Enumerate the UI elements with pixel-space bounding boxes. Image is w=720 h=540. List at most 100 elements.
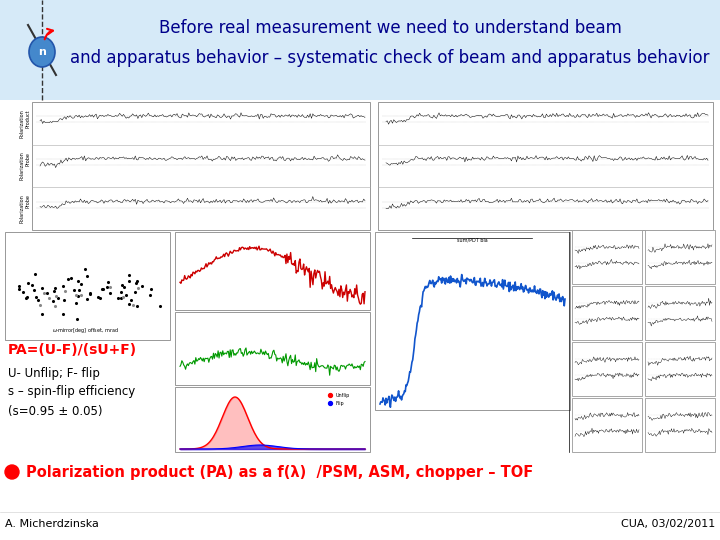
Text: Flip: Flip (336, 401, 345, 406)
Point (72, 277, 84, 286)
Point (123, 276, 135, 285)
Bar (32, 102, 370, 230)
Point (129, 288, 140, 296)
Point (81, 294, 93, 303)
Point (127, 301, 139, 309)
Point (20, 294, 32, 302)
Point (136, 281, 148, 290)
Text: Polarization
Probe: Polarization Probe (19, 152, 30, 180)
Text: n: n (38, 47, 46, 57)
Point (92, 293, 104, 302)
Point (76, 280, 87, 288)
Point (36, 284, 48, 292)
Point (27, 281, 38, 289)
Point (22, 278, 34, 287)
Point (65, 274, 76, 282)
Text: Before real measurement we need to understand beam: Before real measurement we need to under… (158, 19, 621, 37)
Point (84, 289, 96, 298)
Point (98, 285, 109, 293)
Point (41, 288, 53, 297)
Point (154, 301, 166, 310)
Point (96, 285, 107, 294)
Point (48, 287, 60, 295)
Text: A. Micherdzinska: A. Micherdzinska (5, 519, 99, 529)
Point (71, 315, 83, 323)
Point (131, 302, 143, 310)
Point (49, 301, 60, 310)
Text: U- Unflip; F- flip
s – spin-flip efficiency
(s=0.95 ± 0.05): U- Unflip; F- flip s – spin-flip efficie… (8, 367, 135, 417)
Bar (175, 387, 370, 452)
Text: Unflip: Unflip (336, 393, 350, 397)
Bar (572, 342, 642, 396)
Text: PA=(U-F)/(sU+F): PA=(U-F)/(sU+F) (8, 343, 137, 357)
Bar (572, 286, 642, 340)
Text: Polarization
Probe: Polarization Probe (19, 194, 30, 223)
Point (36, 309, 48, 318)
Point (131, 276, 143, 285)
Bar (375, 232, 570, 410)
Point (118, 282, 130, 291)
Point (79, 265, 91, 274)
Point (94, 294, 106, 302)
Point (35, 300, 46, 309)
Point (29, 269, 40, 278)
Point (84, 288, 96, 297)
Point (73, 286, 84, 294)
Point (123, 299, 135, 308)
Point (145, 285, 157, 293)
Point (43, 294, 55, 302)
Point (125, 296, 137, 305)
Point (62, 274, 73, 283)
Text: $\omega$-mirror[deg] offset, mrad: $\omega$-mirror[deg] offset, mrad (52, 326, 118, 335)
Bar (572, 230, 642, 284)
Point (324, 390, 336, 399)
Point (58, 296, 69, 305)
Ellipse shape (29, 37, 55, 67)
Point (71, 291, 82, 300)
Bar (378, 102, 713, 230)
Point (32, 295, 44, 304)
Point (29, 286, 40, 294)
Point (53, 294, 64, 302)
Point (112, 294, 123, 302)
Point (120, 291, 132, 299)
Text: Polarization
Product: Polarization Product (19, 109, 30, 138)
Bar (645, 230, 715, 284)
Point (116, 280, 127, 289)
Text: sum/PDT bla: sum/PDT bla (456, 237, 487, 242)
Point (102, 283, 113, 292)
Bar (572, 398, 642, 452)
Point (47, 296, 58, 305)
Point (132, 284, 143, 292)
Text: and apparatus behavior – systematic check of beam and apparatus behavior: and apparatus behavior – systematic chec… (71, 49, 710, 67)
Circle shape (5, 465, 19, 479)
Point (31, 293, 42, 302)
Point (130, 279, 141, 287)
Point (13, 285, 24, 294)
Text: Polarization product (PA) as a f(λ)  /PSM, ASM, chopper – TOF: Polarization product (PA) as a f(λ) /PSM… (26, 464, 534, 480)
Point (124, 271, 135, 279)
Point (145, 291, 156, 300)
Bar (175, 232, 370, 310)
Point (114, 287, 126, 296)
Point (49, 284, 60, 293)
Point (13, 281, 24, 290)
Bar (175, 312, 370, 385)
Point (50, 292, 62, 300)
Point (58, 282, 69, 291)
Point (324, 399, 336, 407)
Bar (645, 398, 715, 452)
Bar (645, 286, 715, 340)
Point (102, 278, 114, 286)
Point (38, 289, 50, 298)
Bar (645, 342, 715, 396)
Point (81, 272, 93, 281)
Point (115, 294, 127, 302)
Point (68, 286, 80, 295)
Point (60, 287, 71, 295)
Point (71, 298, 82, 307)
Point (117, 293, 128, 301)
Point (75, 291, 86, 300)
Point (57, 310, 68, 319)
Point (104, 283, 116, 292)
